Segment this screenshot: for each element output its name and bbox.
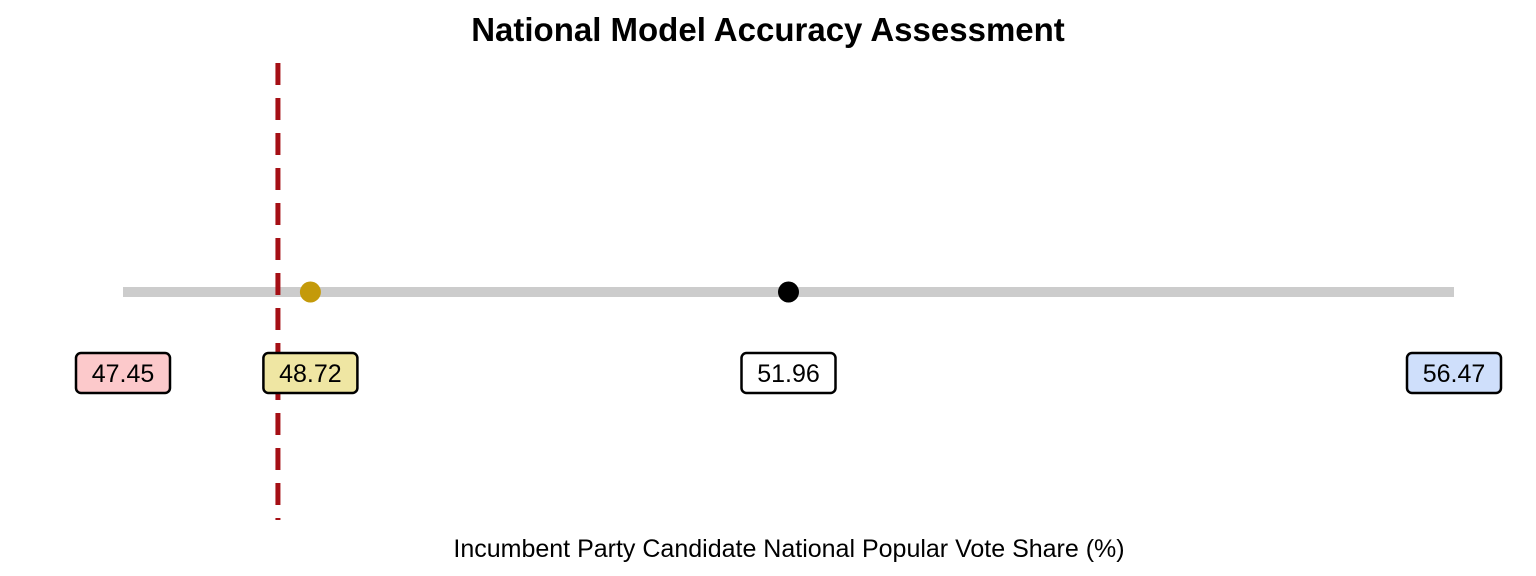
chart-title: National Model Accuracy Assessment: [471, 11, 1065, 48]
range-label-low-box: [74, 351, 172, 395]
data-point-1: [299, 281, 321, 303]
data-point-label-1-text: 48.72: [279, 360, 342, 388]
range-label-high: 56.47: [1405, 351, 1503, 395]
data-point-2: [778, 281, 799, 303]
data-point-label-2-text: 51.96: [757, 360, 820, 388]
data-point-label-2-box: [740, 351, 837, 395]
range-label-high-text: 56.47: [1423, 360, 1486, 388]
range-label-low: 47.45: [74, 351, 172, 395]
data-point-label-2: 51.96: [740, 351, 837, 395]
data-point-label-1-box: [262, 351, 359, 395]
range-label-high-box: [1405, 351, 1503, 395]
range-label-low-text: 47.45: [92, 360, 155, 388]
x-axis-label: Incumbent Party Candidate National Popul…: [453, 535, 1124, 563]
data-marks: 47.45 56.47 48.72 51.96: [74, 281, 1503, 395]
data-point-label-1: 48.72: [262, 351, 359, 395]
